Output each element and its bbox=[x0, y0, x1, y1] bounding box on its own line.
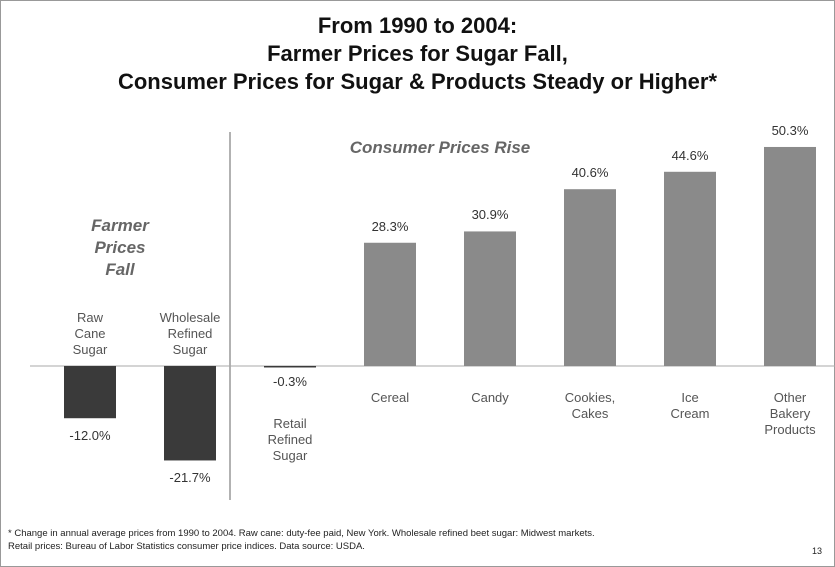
value-label: -21.7% bbox=[169, 470, 211, 486]
footnote: * Change in annual average prices from 1… bbox=[8, 528, 595, 552]
x-tick-label: Retail Refined Sugar bbox=[267, 415, 313, 463]
x-tick-label: Raw Cane Sugar bbox=[72, 309, 108, 357]
page-number: 13 bbox=[812, 546, 823, 556]
value-label: -0.3% bbox=[273, 373, 307, 389]
value-label: 40.6% bbox=[571, 165, 609, 181]
x-tick-label: Candy bbox=[471, 389, 509, 405]
chart-title: From 1990 to 2004: Farmer Prices for Sug… bbox=[117, 13, 718, 94]
bar bbox=[664, 171, 716, 366]
bar bbox=[464, 231, 516, 366]
x-tick-label: Other Bakery Products bbox=[764, 389, 816, 437]
bar bbox=[564, 189, 616, 366]
value-label: 50.3% bbox=[771, 122, 809, 138]
bar bbox=[364, 242, 416, 366]
bar bbox=[264, 365, 316, 368]
annotation: Farmer Prices Fall bbox=[91, 216, 149, 279]
x-tick-label: Ice Cream bbox=[670, 389, 710, 421]
bar bbox=[764, 146, 816, 366]
value-label: 30.9% bbox=[471, 207, 509, 223]
x-tick-label: Cookies, Cakes bbox=[564, 389, 616, 421]
annotation: Consumer Prices Rise bbox=[349, 138, 531, 157]
value-label: -12.0% bbox=[69, 428, 111, 444]
x-tick-label: Cereal bbox=[370, 389, 410, 405]
bar bbox=[64, 365, 116, 419]
x-tick-label: Wholesale Refined Sugar bbox=[159, 309, 221, 357]
bar bbox=[164, 365, 216, 461]
value-label: 44.6% bbox=[671, 147, 709, 163]
value-label: 28.3% bbox=[371, 218, 409, 234]
